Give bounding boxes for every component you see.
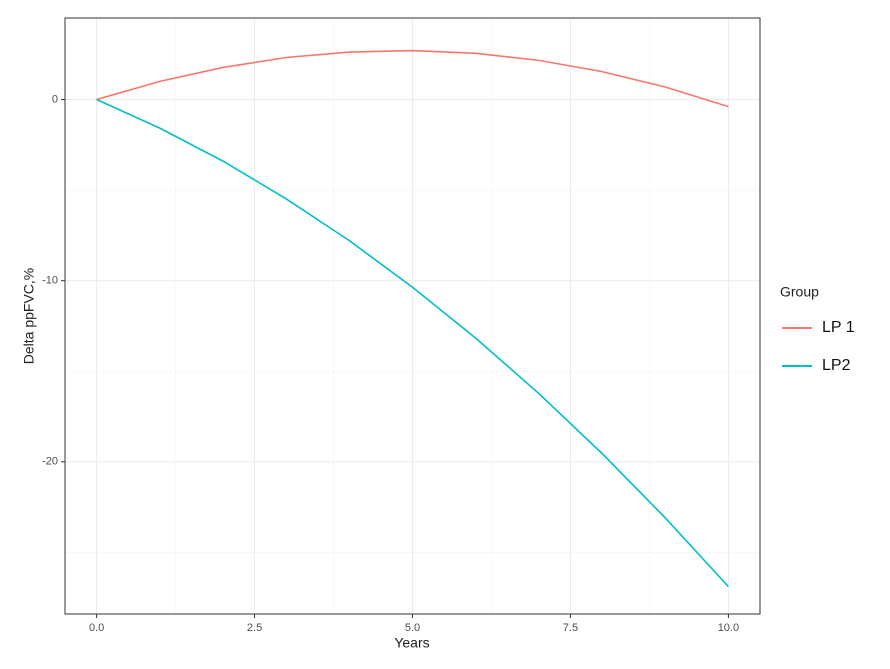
x-tick-label: 2.5 <box>247 622 262 634</box>
legend-label: LP 1 <box>822 319 855 336</box>
x-tick-label: 5.0 <box>405 622 420 634</box>
y-tick-label: -20 <box>42 456 58 468</box>
x-tick-label: 7.5 <box>563 622 578 634</box>
x-tick-label: 0.0 <box>89 622 104 634</box>
x-axis-label: Years <box>394 635 429 651</box>
series-line <box>96 49 729 108</box>
y-tick-label: 0 <box>52 93 58 105</box>
x-tick-label: 10.0 <box>718 622 739 634</box>
y-tick-label: -10 <box>42 275 58 287</box>
legend-title: Group <box>780 284 819 300</box>
y-axis-label: Delta ppFVC,% <box>21 268 37 364</box>
panel-border <box>64 17 761 615</box>
series-line <box>96 98 729 588</box>
legend-label: LP2 <box>822 357 851 374</box>
